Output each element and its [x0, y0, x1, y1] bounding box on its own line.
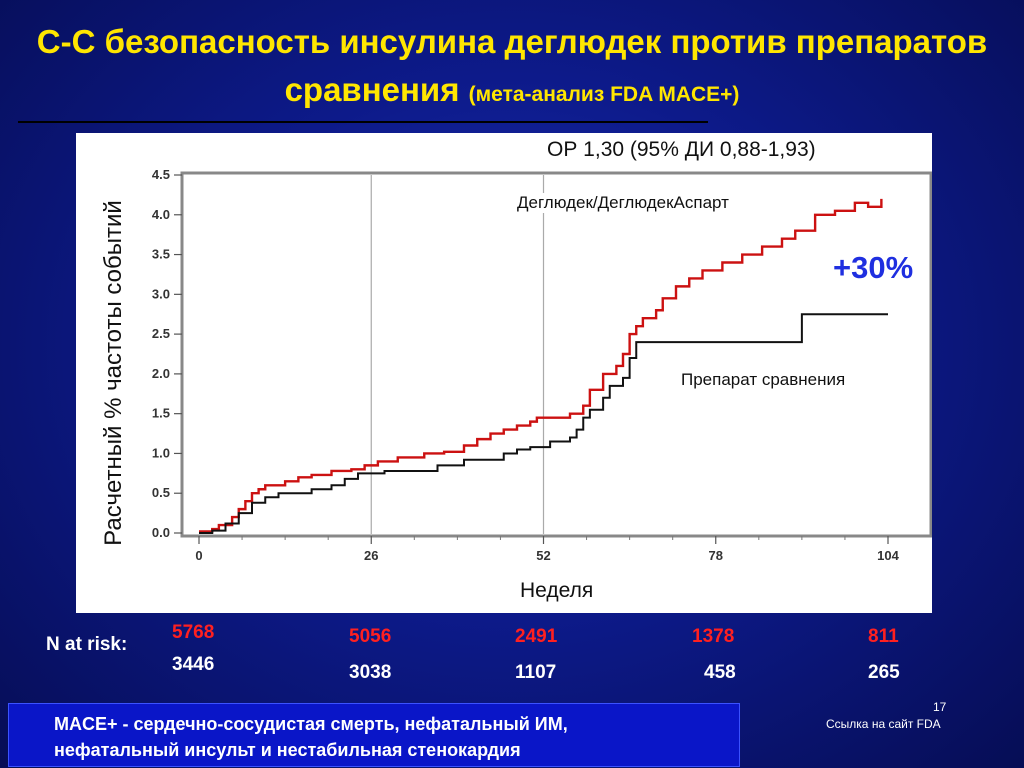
risk-comparator-0: 3446 [172, 654, 215, 675]
plot-frame [180, 171, 932, 538]
risk-degludec-78: 1378 [692, 626, 735, 647]
title-line-2: сравнения (мета-анализ FDA MACE+) [0, 66, 1024, 119]
y-tick-label: 2.5 [152, 326, 170, 341]
risk-degludec-104: 811 [868, 626, 899, 647]
risk-degludec-26: 5056 [349, 626, 392, 647]
x-tick-label: 52 [536, 548, 550, 563]
risk-comparator-26: 3038 [349, 662, 392, 683]
slide-title: С-С безопасность инсулина деглюдек проти… [0, 18, 1024, 119]
y-tick-label: 2.0 [152, 366, 170, 381]
km-chart: 0.0 0.5 1.0 1.5 2.0 2.5 3.0 3.5 4.0 4.5 0 26 52 78 104 [152, 167, 932, 563]
title-divider [18, 121, 708, 123]
risk-comparator-52: 1107 [515, 662, 557, 683]
title-line-1: С-С безопасность инсулина деглюдек проти… [36, 23, 988, 60]
risk-comparator-78: 458 [704, 662, 736, 683]
risk-degludec-52: 2491 [515, 626, 558, 647]
y-tick-label: 3.0 [152, 286, 170, 301]
footnote-line-1: MACE+ - сердечно-сосудистая смерть, нефа… [54, 714, 568, 734]
risk-comparator-104: 265 [868, 662, 900, 683]
series-label-comparator: Препарат сравнения [679, 370, 848, 390]
series-line-degludec [199, 198, 883, 533]
y-axis-label: Расчетный % частоты событий [100, 200, 127, 546]
x-axis-label: Неделя [520, 579, 594, 602]
title-subtitle: (мета-анализ FDA MACE+) [468, 83, 740, 106]
y-tick-label: 4.5 [152, 167, 170, 182]
x-tick-label: 78 [709, 548, 723, 563]
x-tick-label: 26 [364, 548, 378, 563]
hazard-ratio-annotation: ОР 1,30 (95% ДИ 0,88-1,93) [547, 138, 816, 161]
percent-increase-annotation: +30% [833, 250, 914, 285]
title-line-2-main: сравнения [284, 71, 460, 108]
page-number: 17 [933, 700, 947, 714]
x-tick-label: 0 [195, 548, 202, 563]
y-tick-label: 0.0 [152, 525, 170, 540]
n-at-risk-label: N at risk: [46, 634, 128, 655]
y-tick-label: 1.5 [152, 406, 170, 421]
y-tick-label: 3.5 [152, 247, 170, 262]
series-line-comparator [199, 313, 888, 534]
risk-degludec-0: 5768 [172, 622, 215, 643]
series-label-degludec: Деглюдек/ДеглюдекАспарт [515, 193, 731, 213]
reference-note: Ссылка на сайт FDA [826, 717, 941, 731]
y-tick-label: 4.0 [152, 207, 170, 222]
footnote-line-2: нефатальный инсульт и нестабильная стено… [54, 740, 521, 760]
y-tick-label: 1.0 [152, 445, 170, 460]
x-tick-label: 104 [877, 548, 899, 563]
y-tick-label: 0.5 [152, 485, 170, 500]
footnote-box: MACE+ - сердечно-сосудистая смерть, нефа… [8, 703, 740, 767]
